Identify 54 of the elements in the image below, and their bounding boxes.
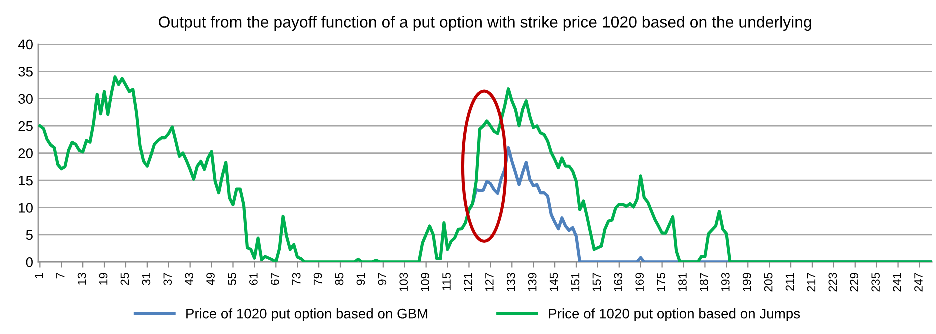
x-tick-label: 133 (506, 273, 516, 292)
x-tick-label: 67 (270, 273, 280, 286)
x-tick-label: 19 (99, 273, 108, 285)
x-tick-label: 103 (400, 273, 408, 292)
x-tick-label: 223 (828, 273, 838, 292)
x-tick-label: 1 (35, 273, 44, 278)
x-tick-label: 211 (786, 273, 794, 291)
x-tick-label: 241 (893, 273, 902, 292)
x-tick-label: 169 (636, 273, 644, 292)
x-tick-label: 235 (872, 273, 880, 292)
x-tick-label: 79 (314, 273, 322, 286)
x-tick-label: 55 (228, 273, 236, 286)
x-tick-label: 145 (550, 273, 558, 292)
chart-title: Output from the payoff function of a put option with strike price 1020 based on the underlying (159, 16, 812, 32)
x-tick-label: 73 (292, 273, 301, 286)
x-tick-label: 31 (142, 273, 151, 286)
x-tick-label: 25 (120, 273, 130, 286)
y-tick-label: 20 (18, 148, 33, 158)
x-tick-label: 247 (914, 273, 923, 292)
y-tick-label: 10 (19, 203, 33, 213)
x-tick-label: 199 (742, 273, 752, 292)
x-tick-label: 229 (850, 273, 859, 292)
x-tick-label: 187 (700, 273, 708, 292)
x-tick-label: 157 (592, 273, 602, 292)
x-tick-label: 205 (764, 273, 773, 292)
x-tick-label: 61 (250, 273, 258, 286)
x-tick-label: 163 (614, 273, 623, 292)
x-tick-label: 43 (185, 273, 194, 286)
x-tick-label: 127 (485, 273, 494, 292)
x-tick-label: 49 (206, 273, 215, 286)
x-tick-label: 193 (721, 273, 730, 292)
x-tick-label: 7 (56, 273, 65, 279)
x-tick-label: 91 (356, 273, 366, 286)
x-tick-label: 115 (442, 273, 451, 291)
x-tick-label: 175 (657, 273, 666, 292)
x-tick-label: 139 (528, 273, 537, 292)
y-tick-label: 0 (26, 258, 33, 268)
x-tick-label: 151 (571, 273, 580, 292)
y-tick-label: 15 (19, 176, 33, 186)
x-tick-label: 217 (807, 273, 816, 292)
legend-label: Price of 1020 put option based on GBM (186, 308, 428, 322)
legend-label: Price of 1020 put option based on Jumps (549, 308, 800, 322)
x-tick-label: 181 (678, 273, 687, 292)
x-tick-label: 13 (78, 273, 86, 285)
x-tick-label: 37 (164, 273, 172, 286)
x-tick-label: 121 (464, 273, 472, 292)
x-tick-label: 85 (335, 273, 344, 286)
y-tick-label: 40 (18, 40, 33, 50)
x-tick-label: 109 (421, 273, 430, 292)
y-tick-label: 5 (26, 230, 33, 240)
x-tick-label: 97 (378, 273, 387, 286)
y-tick-label: 35 (18, 66, 33, 77)
y-tick-label: 30 (18, 94, 33, 104)
y-tick-label: 25 (18, 121, 33, 132)
